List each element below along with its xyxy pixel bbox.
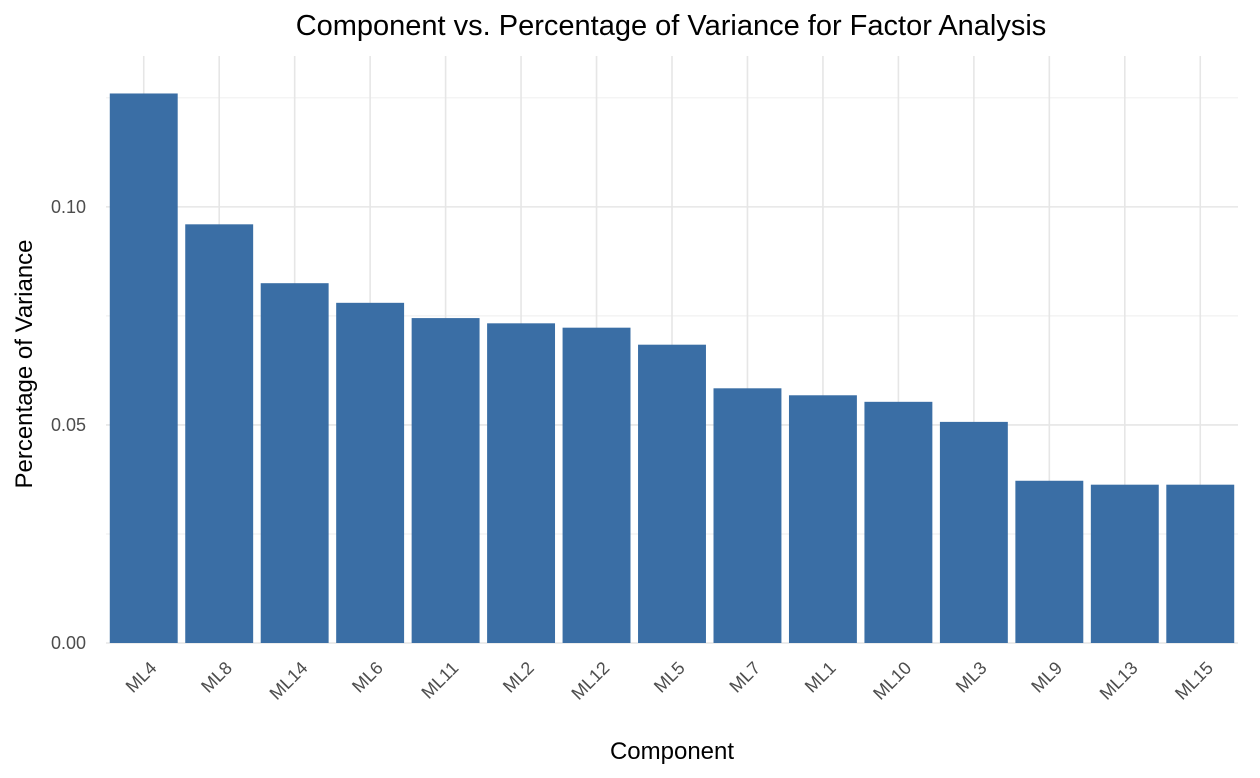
- bar-ml2: [487, 323, 556, 643]
- bar-ml7: [713, 388, 782, 643]
- x-tick-label: ML6: [348, 658, 387, 697]
- x-tick-label: ML11: [417, 658, 462, 703]
- bar-ml3: [939, 421, 1008, 643]
- y-axis-title: Percentage of Variance: [11, 239, 38, 488]
- x-tick-label: ML4: [122, 658, 161, 697]
- bars: [109, 93, 1235, 643]
- bar-ml13: [1090, 484, 1159, 643]
- x-tick-label: ML12: [567, 658, 613, 704]
- x-tick-label: ML8: [197, 658, 236, 697]
- y-axis-ticks: 0.00 0.05 0.10: [51, 197, 86, 653]
- bar-ml4: [109, 93, 178, 643]
- bar-ml6: [336, 302, 405, 643]
- x-tick-label: ML2: [499, 658, 538, 697]
- chart-title: Component vs. Percentage of Variance for…: [296, 10, 1047, 42]
- y-tick-label: 0.05: [51, 415, 86, 435]
- x-tick-label: ML14: [266, 658, 312, 704]
- x-axis-ticks: ML4 ML8 ML14 ML6 ML11 ML2 ML12 ML5 ML7 ML1 ML10 ML3…: [122, 658, 1217, 704]
- bar-ml15: [1166, 484, 1235, 643]
- bar-ml9: [1015, 480, 1084, 643]
- x-tick-label: ML5: [650, 658, 689, 697]
- x-tick-label: ML10: [869, 658, 915, 704]
- bar-ml5: [638, 344, 706, 643]
- bar-ml1: [788, 395, 857, 643]
- x-axis-title: Component: [610, 738, 734, 765]
- bar-ml8: [185, 224, 254, 643]
- x-tick-label: ML7: [725, 658, 764, 697]
- bar-ml14: [260, 283, 329, 643]
- x-tick-label: ML15: [1171, 658, 1217, 704]
- bar-ml10: [864, 401, 933, 643]
- x-tick-label: ML3: [952, 658, 991, 697]
- y-tick-label: 0.00: [51, 633, 86, 653]
- x-tick-label: ML13: [1096, 658, 1142, 704]
- y-tick-label: 0.10: [51, 197, 86, 217]
- x-tick-label: ML1: [801, 658, 840, 697]
- bar-ml12: [562, 327, 631, 643]
- bar-ml11: [411, 318, 480, 643]
- x-tick-label: ML9: [1027, 658, 1066, 697]
